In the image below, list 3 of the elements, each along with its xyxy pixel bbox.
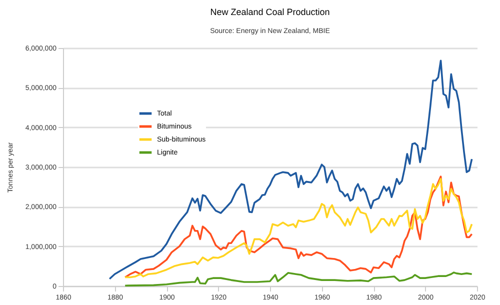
chart-title: New Zealand Coal Production (210, 7, 330, 17)
line-series (124, 272, 473, 287)
line-series (108, 60, 473, 280)
